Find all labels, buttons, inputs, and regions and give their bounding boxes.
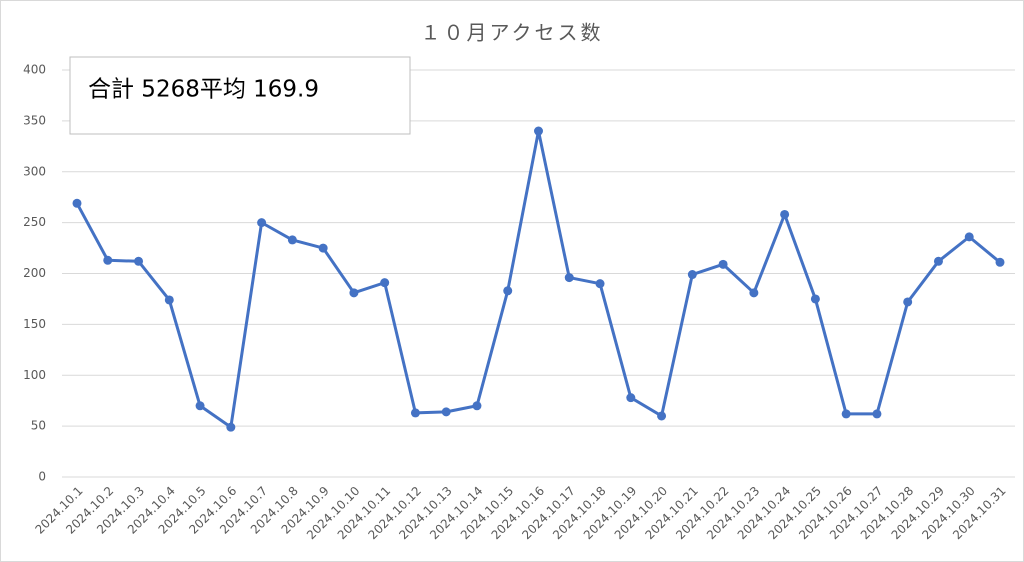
annotation-box: [69, 56, 411, 135]
data-point: [134, 256, 144, 266]
data-point: [995, 257, 1005, 267]
data-point: [318, 243, 328, 253]
data-point: [349, 288, 359, 298]
data-point: [103, 255, 113, 265]
data-point: [257, 218, 267, 228]
data-point: [380, 278, 390, 288]
data-point: [441, 407, 451, 417]
y-tick-label: 150: [23, 317, 46, 331]
data-point: [626, 393, 636, 403]
annotation: 合計 5268平均 169.9: [88, 77, 319, 103]
data-point: [564, 273, 574, 283]
data-point: [410, 408, 420, 418]
data-point: [933, 256, 943, 266]
data-point: [657, 411, 667, 421]
data-point: [841, 409, 851, 419]
data-point: [287, 235, 297, 245]
data-point: [503, 286, 513, 296]
y-tick-label: 50: [31, 419, 46, 433]
data-point: [595, 279, 605, 289]
data-point: [964, 232, 974, 242]
data-point: [72, 198, 82, 208]
data-point: [780, 209, 790, 219]
y-tick-label: 350: [23, 113, 46, 127]
data-point: [195, 401, 205, 411]
y-tick-label: 0: [38, 470, 46, 484]
data-point: [164, 295, 174, 305]
data-point: [872, 409, 882, 419]
data-point: [718, 259, 728, 269]
y-tick-label: 300: [23, 164, 46, 178]
data-point: [687, 270, 697, 280]
data-point: [534, 126, 543, 136]
y-tick-label: 100: [23, 368, 46, 382]
data-point: [749, 288, 759, 298]
data-point: [472, 401, 482, 411]
chart-title: １０月アクセス数: [421, 21, 604, 45]
y-tick-label: 250: [23, 215, 46, 229]
data-point: [810, 294, 820, 304]
y-tick-label: 200: [23, 266, 46, 280]
data-point: [903, 297, 913, 307]
y-tick-label: 400: [23, 63, 46, 77]
data-point: [226, 422, 236, 432]
